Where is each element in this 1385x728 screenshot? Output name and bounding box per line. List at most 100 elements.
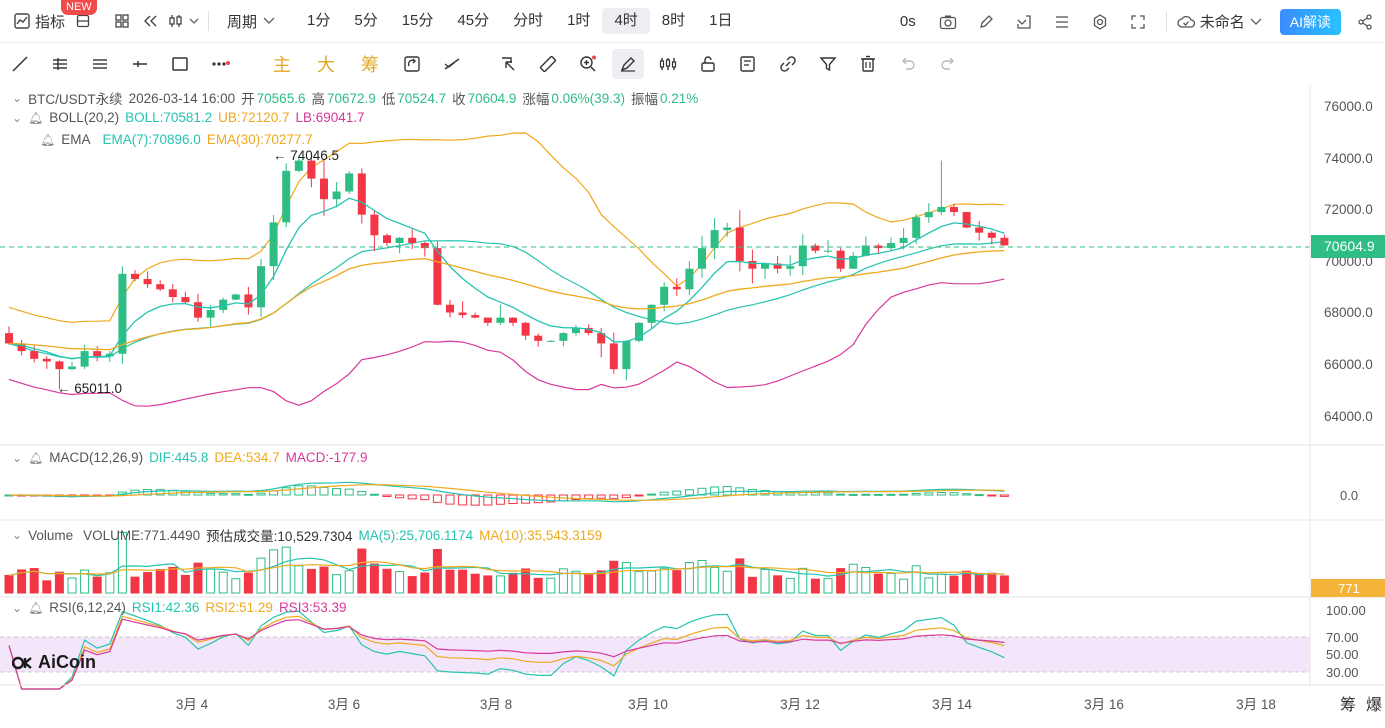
candle: [332, 191, 341, 200]
horizontal-lines-icon[interactable]: [80, 43, 120, 85]
interval-2[interactable]: 15分: [401, 12, 434, 29]
collapse-icon[interactable]: ⌄: [12, 528, 23, 542]
collapse-icon[interactable]: ⌄: [12, 450, 23, 465]
indicator-button[interactable]: 指标 NEW: [0, 0, 108, 43]
volume-bar: [256, 557, 266, 594]
candle: [950, 206, 958, 213]
period-dropdown[interactable]: 周期: [219, 11, 283, 32]
undo-icon[interactable]: [888, 43, 928, 85]
interval-8[interactable]: 1日: [709, 12, 733, 29]
template-icon[interactable]: [76, 14, 90, 28]
candle: [698, 248, 706, 269]
gear-icon[interactable]: [1086, 8, 1114, 36]
more-tools-icon[interactable]: [200, 43, 240, 85]
volume-bar: [332, 574, 342, 594]
collapse-icon[interactable]: ⌄: [12, 600, 23, 615]
redo-icon[interactable]: [928, 43, 968, 85]
high-value: 70672.9: [326, 90, 376, 106]
open-label: 开: [241, 92, 255, 107]
big-order-toggle[interactable]: 大: [317, 55, 335, 75]
lock-icon[interactable]: [688, 43, 728, 85]
magnet-icon[interactable]: [648, 43, 688, 85]
burst-button[interactable]: 爆: [1366, 695, 1382, 714]
ruler-icon[interactable]: [528, 43, 568, 85]
zoom-in-icon[interactable]: [568, 43, 608, 85]
last-price-tag: [1311, 235, 1385, 258]
macd-bar: [382, 494, 392, 497]
bell-icon[interactable]: 🔔︎: [28, 450, 44, 465]
volume-bar: [243, 572, 253, 594]
collapse-icon[interactable]: ⌄: [12, 91, 23, 105]
trash-icon[interactable]: [848, 43, 888, 85]
volume-bar: [647, 570, 657, 594]
candlestick-chart[interactable]: 76000.074000.072000.070000.068000.066000…: [0, 85, 1385, 723]
interval-1[interactable]: 5分: [354, 12, 378, 29]
interval-4[interactable]: 分时: [513, 12, 544, 29]
layout-dropdown[interactable]: 未命名: [1177, 11, 1262, 32]
candle: [408, 237, 417, 243]
interval-0[interactable]: 1分: [307, 12, 331, 29]
chip-button[interactable]: 筹: [1340, 696, 1356, 714]
rectangle-icon[interactable]: [160, 43, 200, 85]
bell-icon[interactable]: 🔔︎: [28, 110, 44, 125]
list-settings-icon[interactable]: [1048, 8, 1076, 36]
bell-icon[interactable]: 🔔︎: [40, 132, 56, 147]
grid-layout-icon[interactable]: [108, 7, 136, 35]
link-icon[interactable]: [768, 43, 808, 85]
pane-separators: [0, 444, 1385, 598]
filter-icon[interactable]: [808, 43, 848, 85]
macd-value: MACD:-177.9: [285, 450, 368, 465]
pencil-icon[interactable]: [972, 8, 1000, 36]
price-axis[interactable]: 76000.074000.072000.070000.068000.066000…: [1324, 99, 1373, 424]
open-value: 70565.6: [256, 90, 306, 106]
share-icon[interactable]: [1351, 8, 1379, 36]
brush-icon[interactable]: [612, 49, 644, 79]
candle: [320, 178, 328, 200]
trend-line-icon[interactable]: [0, 43, 40, 85]
ai-interpret-button[interactable]: AI解读: [1279, 8, 1341, 35]
indicator-icon: [14, 13, 30, 29]
macd-bar: [810, 492, 820, 496]
time-axis[interactable]: 3月 4 3月 6 3月 8 3月 10 3月 12 3月 14 3月 16 3月 18: [176, 697, 1276, 712]
bell-icon[interactable]: 🔔︎: [28, 600, 44, 615]
volume-bar: [810, 578, 820, 594]
price-tick-2: 72000.0: [1324, 202, 1373, 217]
volume-bar: [42, 580, 52, 594]
edit-note-icon[interactable]: [728, 43, 768, 85]
main-chart-toggle[interactable]: 主: [273, 55, 291, 75]
chart-area[interactable]: 76000.0 74000.0 72000.0 70000.0 68000.0 66000…: [0, 85, 1385, 723]
cloud-check-icon: [1177, 15, 1195, 28]
interval-7[interactable]: 8时: [661, 12, 686, 29]
export-icon[interactable]: [1010, 8, 1038, 36]
fullscreen-icon[interactable]: [1124, 8, 1152, 36]
replay-icon[interactable]: [136, 7, 164, 35]
close-label: 收: [452, 92, 466, 107]
macd-bar: [155, 489, 165, 496]
measure-icon[interactable]: [432, 43, 472, 85]
macd-bar: [974, 494, 984, 497]
interval-3[interactable]: 45分: [457, 12, 490, 29]
volume-bar: [395, 571, 405, 594]
collapse-icon[interactable]: ⌄: [12, 110, 23, 125]
interval-5[interactable]: 1时: [567, 12, 591, 29]
volume-bar: [369, 563, 379, 594]
candle: [420, 242, 429, 249]
annotate-icon[interactable]: [488, 43, 528, 85]
aicoin-logo-icon: [12, 656, 32, 669]
horizontal-ray-icon[interactable]: [120, 43, 160, 85]
volume-bar: [886, 573, 896, 594]
chart-type-icon[interactable]: [164, 7, 204, 35]
candle: [924, 212, 933, 218]
refresh-icon[interactable]: [392, 43, 432, 85]
interval-6[interactable]: 4时: [602, 8, 650, 34]
candle: [635, 322, 643, 341]
rsi-tick-0: 100.00: [1326, 603, 1366, 618]
macd-bar: [571, 494, 581, 501]
macd-bar: [836, 493, 846, 496]
volume-bar: [609, 560, 619, 594]
camera-icon[interactable]: [934, 8, 962, 36]
time-tick-5: 3月 14: [932, 697, 972, 712]
chip-toggle[interactable]: 筹: [361, 55, 379, 75]
parallel-channel-icon[interactable]: [40, 43, 80, 85]
high-label: 高: [311, 92, 325, 107]
